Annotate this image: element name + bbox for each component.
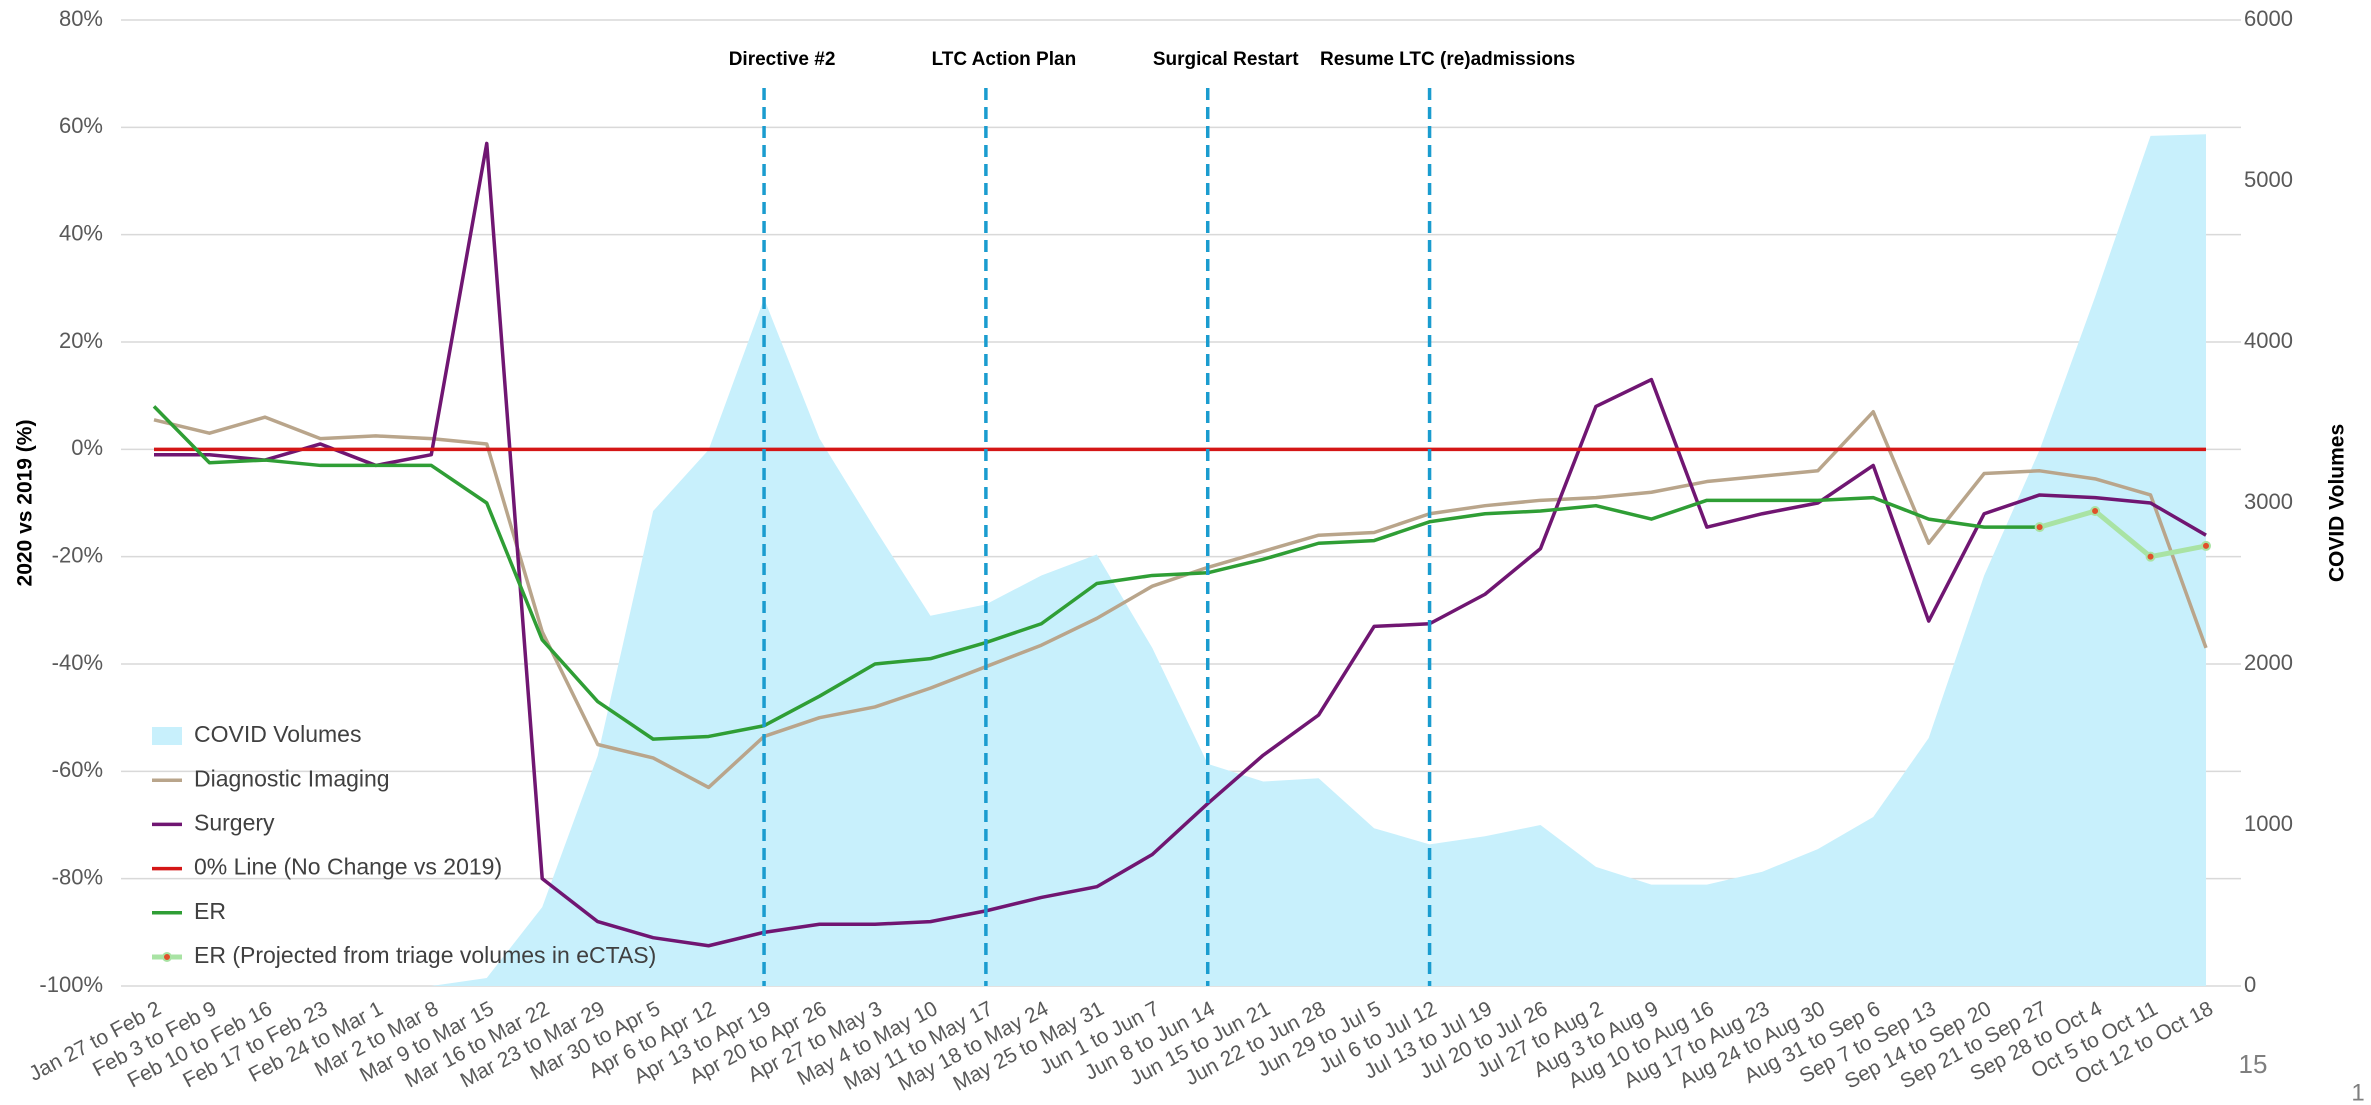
legend-label: 0% Line (No Change vs 2019) bbox=[194, 854, 502, 880]
y2-tick-label: 1000 bbox=[2244, 811, 2293, 836]
marker bbox=[2201, 540, 2211, 551]
y2-tick-label: 5000 bbox=[2244, 167, 2293, 192]
y-tick-label: -60% bbox=[52, 757, 103, 782]
event-label: LTC Action Plan bbox=[932, 49, 1077, 70]
y2-tick-label: 3000 bbox=[2244, 489, 2293, 514]
marker bbox=[2034, 522, 2045, 533]
legend-label: Diagnostic Imaging bbox=[194, 765, 390, 791]
y-tick-label: 40% bbox=[59, 220, 103, 245]
page-number: 15 bbox=[2239, 1049, 2268, 1079]
y-tick-label: -80% bbox=[52, 864, 103, 889]
y-tick-label: 0% bbox=[71, 435, 103, 460]
y2-tick-label: 4000 bbox=[2244, 328, 2293, 353]
line bbox=[153, 410, 2208, 790]
y-tick-label: 60% bbox=[59, 113, 103, 138]
legend-swatch bbox=[152, 727, 182, 745]
legend-label: ER bbox=[194, 898, 226, 924]
legend-label: COVID Volumes bbox=[194, 721, 361, 747]
y2-tick-label: 6000 bbox=[2244, 6, 2293, 31]
y-tick-label: 20% bbox=[59, 328, 103, 353]
corner-mark: 1 bbox=[2351, 1079, 2364, 1105]
legend-marker bbox=[162, 952, 172, 962]
area bbox=[154, 134, 2206, 986]
y-axis-label: 2020 vs 2019 (%) bbox=[14, 420, 37, 587]
marker bbox=[2090, 506, 2101, 517]
line bbox=[2038, 508, 2207, 560]
legend-label: ER (Projected from triage volumes in eCT… bbox=[194, 942, 656, 968]
line bbox=[154, 141, 2207, 948]
event-label: Surgical Restart bbox=[1153, 49, 1299, 70]
y2-tick-label: 2000 bbox=[2244, 650, 2293, 675]
event-label: Directive #2 bbox=[729, 49, 836, 70]
y2-axis-label: COVID Volumes bbox=[2326, 424, 2349, 582]
legend-label: Surgery bbox=[194, 809, 275, 835]
y-tick-label: -20% bbox=[52, 542, 103, 567]
y-tick-label: -40% bbox=[52, 650, 103, 675]
y2-tick-label: 0 bbox=[2244, 972, 2256, 997]
y-tick-label: -100% bbox=[39, 972, 103, 997]
marker bbox=[2145, 551, 2156, 562]
line bbox=[152, 405, 2040, 741]
y-tick-label: 80% bbox=[59, 6, 103, 31]
event-label: Resume LTC (re)admissions bbox=[1320, 49, 1575, 70]
